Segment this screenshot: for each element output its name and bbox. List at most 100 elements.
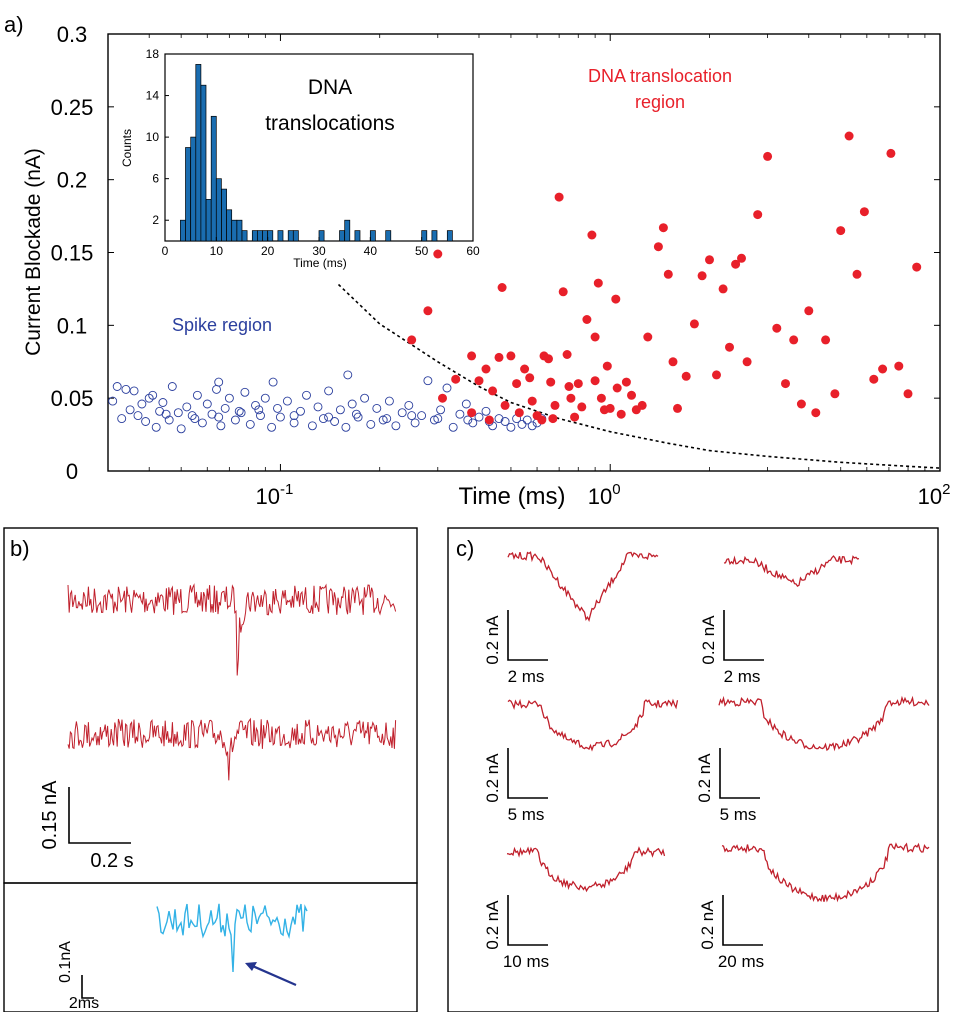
spike-point <box>347 399 357 409</box>
y-axis-ticks: 0 0.05 0.1 0.15 0.2 0.25 0.3 <box>51 22 940 484</box>
dna-point <box>796 399 806 409</box>
spike-point <box>391 421 401 431</box>
dna-point <box>525 373 535 383</box>
histogram-bar <box>446 230 453 242</box>
dna-point <box>590 332 600 342</box>
spike-point <box>202 399 212 409</box>
histogram-bar <box>257 230 263 242</box>
histogram-bar <box>251 230 258 242</box>
dna-point <box>653 242 663 252</box>
panel-b-scalebar <box>68 787 131 844</box>
event-scalebar-time: 2 ms <box>508 667 545 686</box>
event-4: 0.2 nA 5 ms <box>695 695 930 824</box>
dna-point <box>566 393 576 403</box>
y-tick-label: 0 <box>66 459 78 484</box>
spike-point <box>335 405 345 415</box>
panel-c-label: c) <box>456 536 474 561</box>
spike-point <box>330 417 340 426</box>
spike-point <box>158 398 168 407</box>
spike-point <box>167 382 177 391</box>
dna-point <box>544 354 553 364</box>
histogram-bar <box>354 230 361 242</box>
dna-point <box>605 403 615 413</box>
dna-point <box>697 271 707 281</box>
x-axis-title: Time (ms) <box>458 483 565 510</box>
y-tick-label: 0.2 <box>57 168 88 193</box>
histogram-bar <box>185 147 191 242</box>
dna-point <box>689 319 699 329</box>
inset-x-tick-label: 30 <box>312 244 326 258</box>
spike-region-annotation: Spike region <box>172 315 272 335</box>
dna-point <box>742 357 752 367</box>
dna-point <box>582 315 592 324</box>
spike-point <box>148 390 158 400</box>
inset-y-ticks: 2 6 10 14 18 <box>146 47 169 227</box>
inset-x-axis-title: Time (ms) <box>293 256 347 270</box>
spike-point <box>230 415 240 425</box>
event-trace <box>507 698 679 752</box>
dna-point <box>737 253 746 263</box>
dna-point <box>593 278 603 288</box>
dna-point <box>612 383 622 393</box>
spike-point <box>410 418 420 428</box>
spike-point <box>176 424 186 434</box>
dna-point <box>637 400 647 410</box>
panel-c: c) 0.2 nA 2 ms 0.2 nA 2 ms 0.2 nA 5 ms 0.2 nA 5… <box>447 527 939 1012</box>
spike-point <box>384 396 394 406</box>
dna-point <box>658 223 668 233</box>
dna-point <box>705 255 714 265</box>
dna-point <box>789 335 799 345</box>
spike-point <box>313 402 323 412</box>
current-trace-1 <box>67 583 397 676</box>
dna-point <box>467 408 477 418</box>
histogram-bar <box>226 209 233 242</box>
spike-point <box>220 403 230 413</box>
histogram-bar <box>287 230 294 242</box>
dna-point <box>494 352 504 362</box>
spike-point <box>192 390 202 400</box>
spike-point <box>448 422 458 432</box>
dna-point <box>725 342 734 352</box>
spike-point <box>468 418 478 428</box>
event-scalebar-time: 2 ms <box>724 667 761 686</box>
x-tick-label: 102 <box>918 481 951 509</box>
event-scalebar-current: 0.2 nA <box>483 900 502 950</box>
inset-x-tick-label: 60 <box>466 244 480 258</box>
dna-point <box>570 412 580 422</box>
dna-point <box>602 361 612 371</box>
spike-point <box>289 418 299 428</box>
dna-point <box>564 382 574 391</box>
histogram-bar <box>431 230 438 242</box>
spike-point <box>173 408 183 418</box>
spike-point <box>144 393 154 403</box>
dna-point <box>681 371 691 381</box>
spike-point <box>455 409 465 419</box>
dna-point <box>467 351 477 361</box>
dna-point <box>781 379 790 389</box>
y-tick-label: 0.1 <box>57 313 88 338</box>
spike-point <box>423 376 433 386</box>
dna-point <box>852 269 862 279</box>
histogram-bar <box>190 136 197 242</box>
event-scalebar-current: 0.2 nA <box>483 615 502 665</box>
dna-point <box>804 306 814 316</box>
spike-point <box>372 403 382 413</box>
histogram-bar <box>195 64 202 242</box>
dna-point <box>577 402 587 412</box>
spike-point <box>324 412 334 422</box>
dna-point <box>596 393 606 403</box>
spike-point <box>433 414 443 424</box>
histogram-bar <box>385 230 392 242</box>
event-scalebar-time: 5 ms <box>720 805 757 824</box>
event-scalebar <box>507 895 548 946</box>
event-traces: 0.2 nA 2 ms 0.2 nA 2 ms 0.2 nA 5 ms 0.2 nA 5 ms… <box>483 551 930 971</box>
dna-point <box>830 389 840 399</box>
panel-b-inset-scalebar-time: 2ms <box>69 995 99 1012</box>
panel-b-inset-scalebar <box>81 975 94 999</box>
histogram-bar <box>205 199 212 242</box>
dna-point <box>836 226 846 236</box>
main-plot-frame <box>107 33 941 472</box>
